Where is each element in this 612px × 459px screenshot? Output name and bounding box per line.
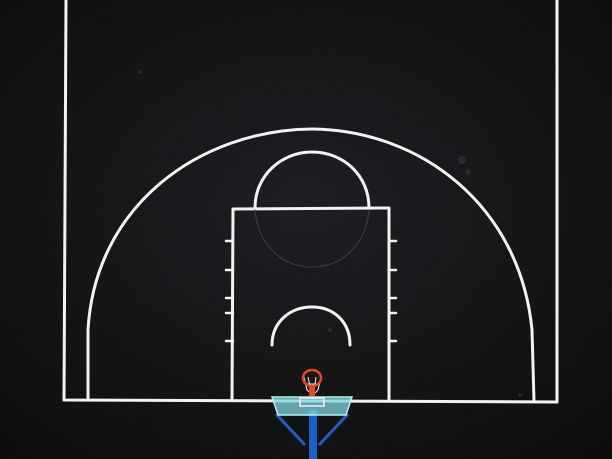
rim-mount (309, 386, 315, 396)
surface-scuffs (138, 70, 522, 397)
hoop-pole (309, 410, 317, 459)
free-throw-circle (253, 150, 371, 210)
hoop-braces (274, 412, 350, 447)
restricted-area-arc (270, 305, 352, 347)
free-throw-circle-dashed (254, 209, 370, 268)
three-point-line (86, 127, 536, 403)
free-throw-lane (230, 206, 391, 403)
backboard-square (299, 397, 325, 407)
hoop-assembly (270, 368, 354, 459)
lane-hash-marks (224, 239, 398, 343)
